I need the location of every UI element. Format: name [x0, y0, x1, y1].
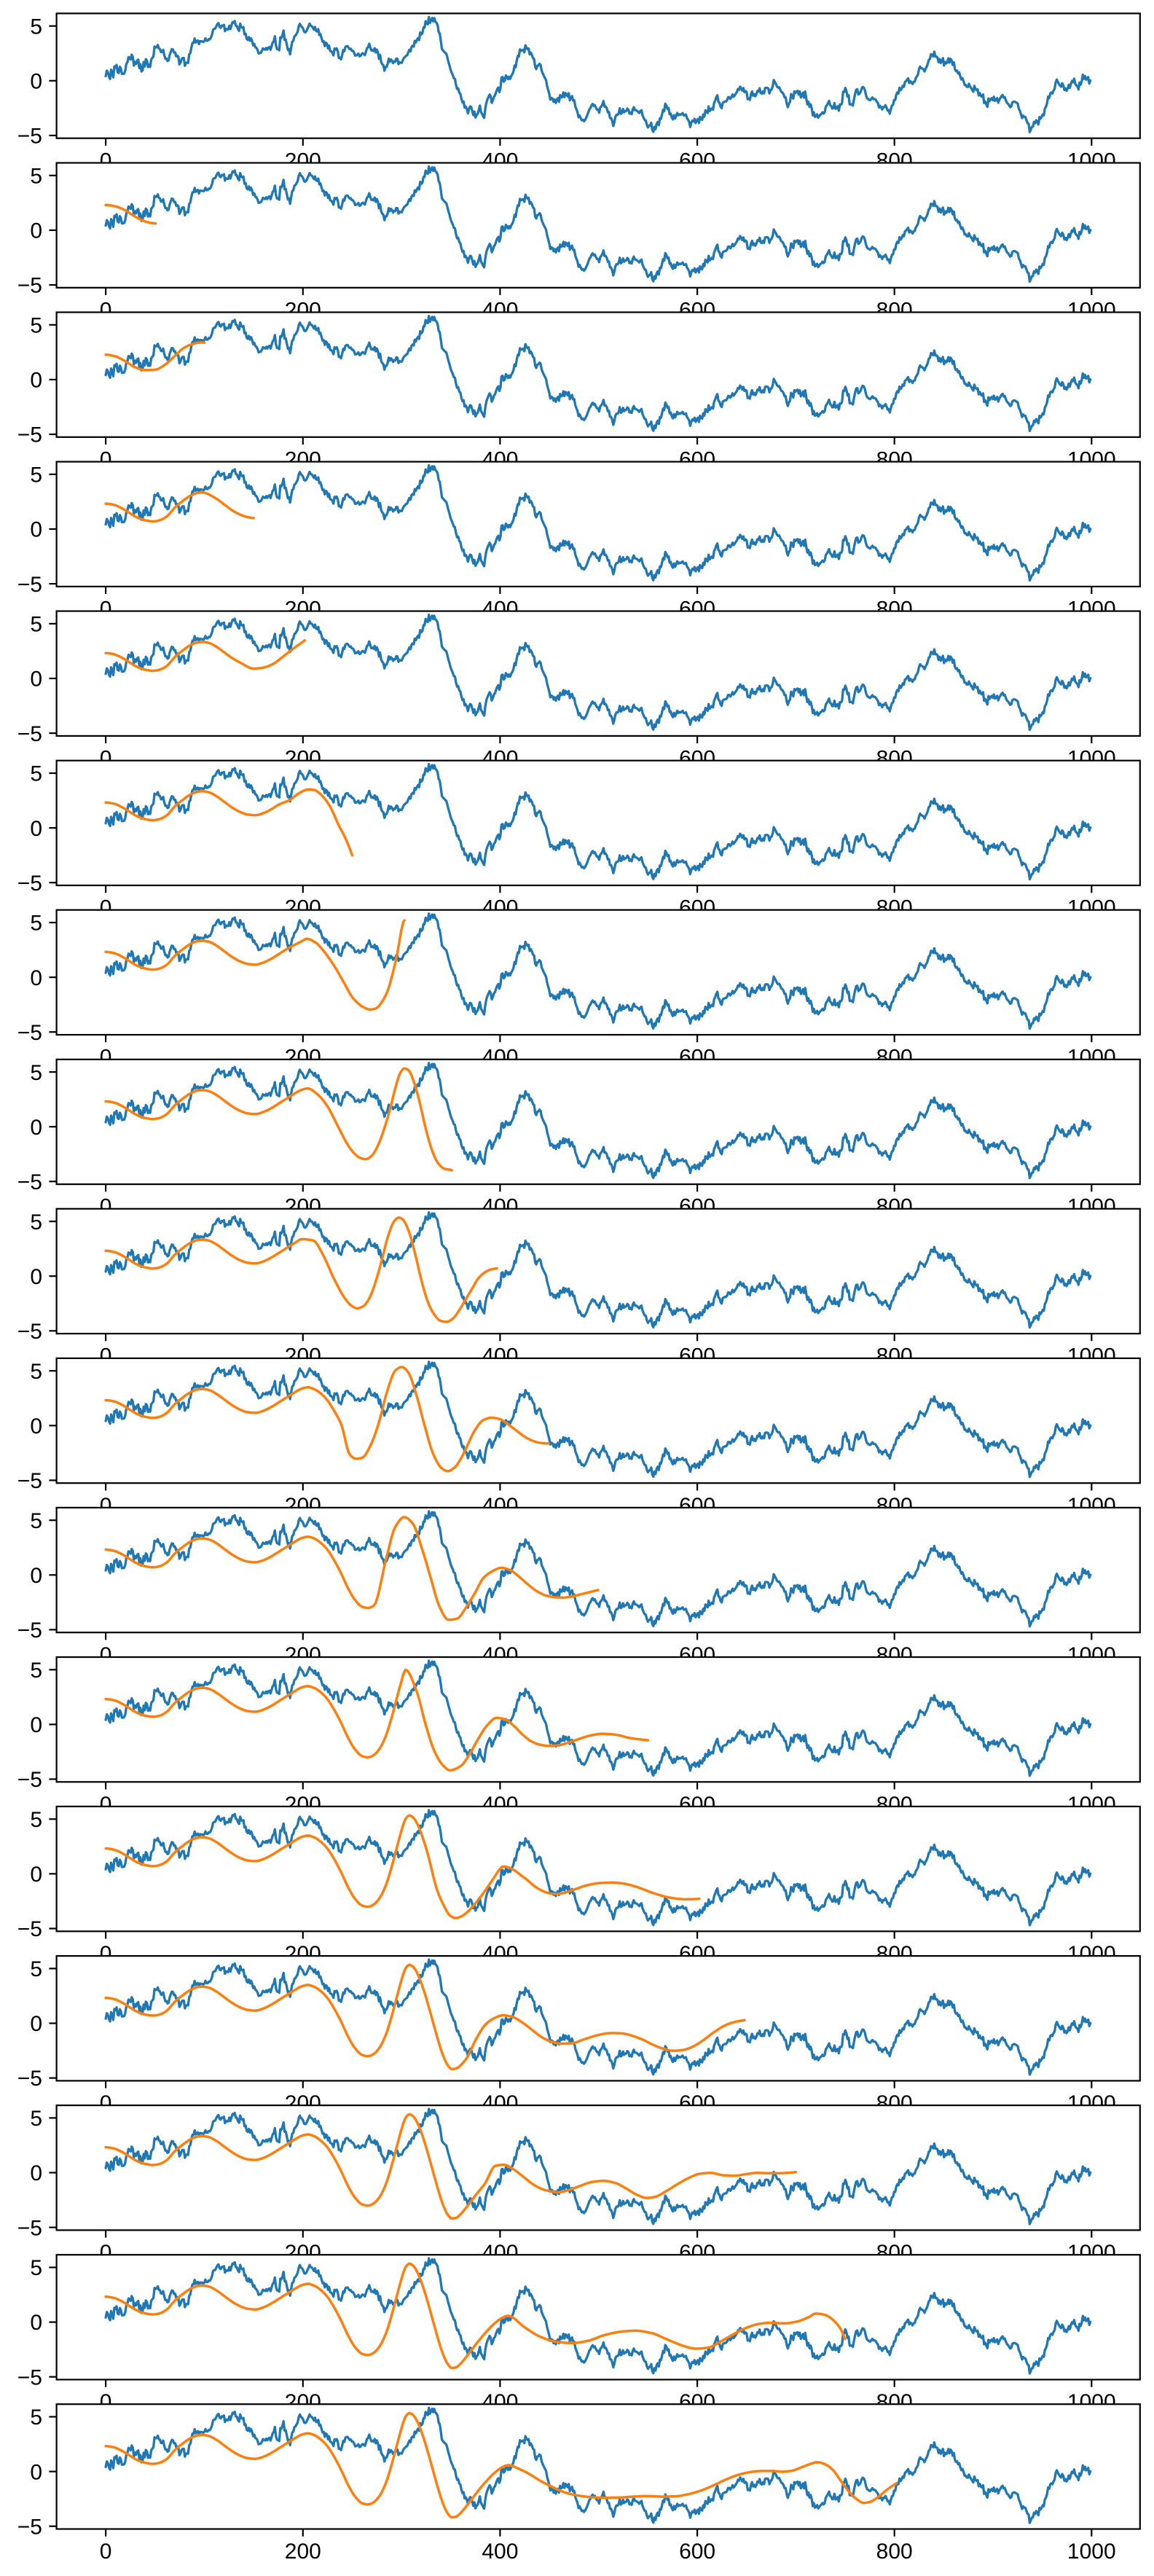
svg-text:−5: −5 — [17, 2067, 42, 2091]
svg-text:0: 0 — [30, 1713, 42, 1737]
svg-text:0: 0 — [30, 2161, 42, 2185]
svg-text:200: 200 — [285, 2540, 321, 2564]
svg-text:−5: −5 — [17, 274, 42, 298]
svg-text:−5: −5 — [17, 1021, 42, 1045]
svg-text:−5: −5 — [17, 573, 42, 597]
svg-text:−5: −5 — [17, 1618, 42, 1643]
svg-text:−5: −5 — [17, 125, 42, 149]
svg-text:5: 5 — [30, 165, 42, 189]
svg-text:5: 5 — [30, 912, 42, 936]
svg-text:5: 5 — [30, 2107, 42, 2131]
svg-text:0: 0 — [30, 1863, 42, 1887]
svg-text:5: 5 — [30, 1659, 42, 1683]
svg-text:5: 5 — [30, 463, 42, 488]
svg-text:5: 5 — [30, 1061, 42, 1085]
svg-text:−5: −5 — [17, 722, 42, 746]
svg-text:0: 0 — [30, 219, 42, 243]
svg-text:−5: −5 — [17, 872, 42, 896]
svg-text:5: 5 — [30, 762, 42, 786]
svg-text:−5: −5 — [17, 423, 42, 447]
svg-text:−5: −5 — [17, 2515, 42, 2539]
svg-text:0: 0 — [30, 966, 42, 990]
svg-text:5: 5 — [30, 2405, 42, 2430]
svg-text:0: 0 — [30, 1414, 42, 1438]
svg-text:600: 600 — [679, 2540, 715, 2564]
svg-text:−5: −5 — [17, 1469, 42, 1493]
svg-text:0: 0 — [30, 70, 42, 94]
svg-text:0: 0 — [30, 369, 42, 393]
svg-text:0: 0 — [30, 1564, 42, 1588]
svg-text:−5: −5 — [17, 2216, 42, 2240]
svg-text:5: 5 — [30, 1808, 42, 1832]
svg-text:5: 5 — [30, 2256, 42, 2280]
svg-text:1000: 1000 — [1067, 2540, 1116, 2564]
svg-text:−5: −5 — [17, 1768, 42, 1792]
svg-text:0: 0 — [30, 518, 42, 542]
svg-text:0: 0 — [30, 2012, 42, 2036]
svg-text:5: 5 — [30, 15, 42, 39]
svg-text:5: 5 — [30, 1360, 42, 1384]
svg-text:−5: −5 — [17, 2365, 42, 2389]
svg-text:5: 5 — [30, 1957, 42, 1981]
svg-text:0: 0 — [30, 817, 42, 841]
svg-text:400: 400 — [482, 2540, 518, 2564]
svg-text:5: 5 — [30, 613, 42, 637]
svg-text:0: 0 — [100, 2540, 112, 2564]
svg-text:5: 5 — [30, 1509, 42, 1533]
svg-text:0: 0 — [30, 668, 42, 692]
svg-text:5: 5 — [30, 314, 42, 338]
svg-text:−5: −5 — [17, 1170, 42, 1194]
svg-text:0: 0 — [30, 2460, 42, 2484]
svg-text:0: 0 — [30, 2311, 42, 2335]
svg-text:0: 0 — [30, 1116, 42, 1140]
svg-text:−5: −5 — [17, 1917, 42, 1941]
svg-text:5: 5 — [30, 1210, 42, 1234]
svg-text:−5: −5 — [17, 1320, 42, 1344]
svg-text:0: 0 — [30, 1265, 42, 1289]
svg-text:800: 800 — [876, 2540, 913, 2564]
